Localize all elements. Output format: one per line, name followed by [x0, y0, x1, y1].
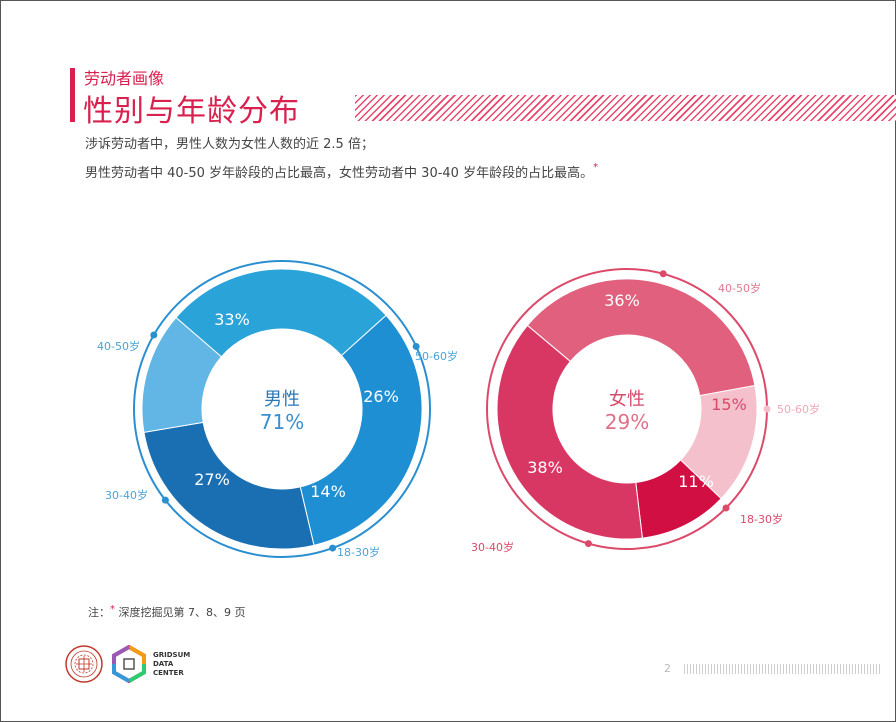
- donut-slice: [299, 314, 423, 546]
- category-label: 50-60岁: [415, 349, 458, 363]
- category-label: 40-50岁: [97, 339, 140, 353]
- inner-ring: [555, 337, 699, 481]
- footnote-prefix: 注：: [88, 606, 110, 619]
- slice-value-label: 33%: [214, 310, 250, 329]
- court-seal-logo: [65, 645, 103, 683]
- donut-center: [220, 347, 344, 471]
- slice-value-label: 14%: [310, 482, 346, 501]
- footnote-star: *: [110, 604, 115, 615]
- section-kicker: 劳动者画像: [84, 69, 165, 88]
- category-label: 30-40岁: [105, 488, 148, 502]
- category-dot: [722, 504, 730, 512]
- donut-slice: [496, 324, 643, 540]
- footer-tick-decoration: [684, 664, 880, 674]
- category-label: 50-60岁: [777, 402, 820, 416]
- logo-text-line: CENTER: [153, 669, 184, 677]
- title-accent-bar: [70, 68, 75, 122]
- slice-value-label: 15%: [711, 395, 747, 414]
- donut-center: [570, 352, 684, 466]
- category-dot: [412, 342, 420, 350]
- slice-value-label: 36%: [604, 291, 640, 310]
- category-dot: [584, 540, 592, 548]
- category-dot: [659, 270, 667, 278]
- footnote-text: 深度挖掘见第 7、8、9 页: [118, 606, 246, 619]
- slice-value-label: 11%: [678, 472, 714, 491]
- center-value: 29%: [605, 410, 649, 434]
- donut-slice: [175, 268, 387, 358]
- category-label: 30-40岁: [471, 540, 514, 554]
- center-label: 男性: [264, 389, 300, 410]
- category-dot: [161, 496, 169, 504]
- page-title: 性别与年龄分布: [83, 94, 300, 129]
- slice-value-label: 26%: [363, 387, 399, 406]
- logo-text-line: GRIDSUM: [153, 651, 191, 659]
- logo-text-line: DATA: [153, 660, 174, 668]
- summary-line-1: 涉诉劳动者中，男性人数为女性人数的近 2.5 倍；: [85, 137, 374, 152]
- category-label: 18-30岁: [740, 512, 783, 526]
- category-dot: [763, 405, 771, 413]
- slice-value-label: 27%: [194, 470, 230, 489]
- slice-value-label: 38%: [527, 458, 563, 477]
- center-value: 71%: [260, 410, 304, 434]
- summary-line-2-text: 男性劳动者中 40-50 岁年龄段的占比最高，女性劳动者中 30-40 岁年龄段…: [85, 166, 594, 181]
- page-number: 2: [664, 662, 671, 675]
- donut-slice: [143, 421, 315, 550]
- category-label: 40-50岁: [718, 281, 761, 295]
- category-dot: [329, 544, 337, 552]
- gridsum-logo-text: GRIDSUM DATA CENTER: [153, 651, 190, 678]
- gridsum-logo-icon: [112, 645, 146, 683]
- outer-ring: [133, 260, 431, 558]
- category-dot: [150, 331, 158, 339]
- summary-line-2: 男性劳动者中 40-50 岁年龄段的占比最高，女性劳动者中 30-40 岁年龄段…: [85, 162, 598, 181]
- inner-ring: [205, 332, 359, 486]
- donut-slice: [526, 278, 756, 397]
- footnote: 注：* 深度挖掘见第 7、8、9 页: [88, 604, 246, 620]
- title-hatch-decoration: [355, 95, 896, 121]
- center-label: 女性: [609, 389, 645, 410]
- category-label: 18-30岁: [337, 545, 380, 559]
- summary-footnote-star: *: [593, 162, 599, 173]
